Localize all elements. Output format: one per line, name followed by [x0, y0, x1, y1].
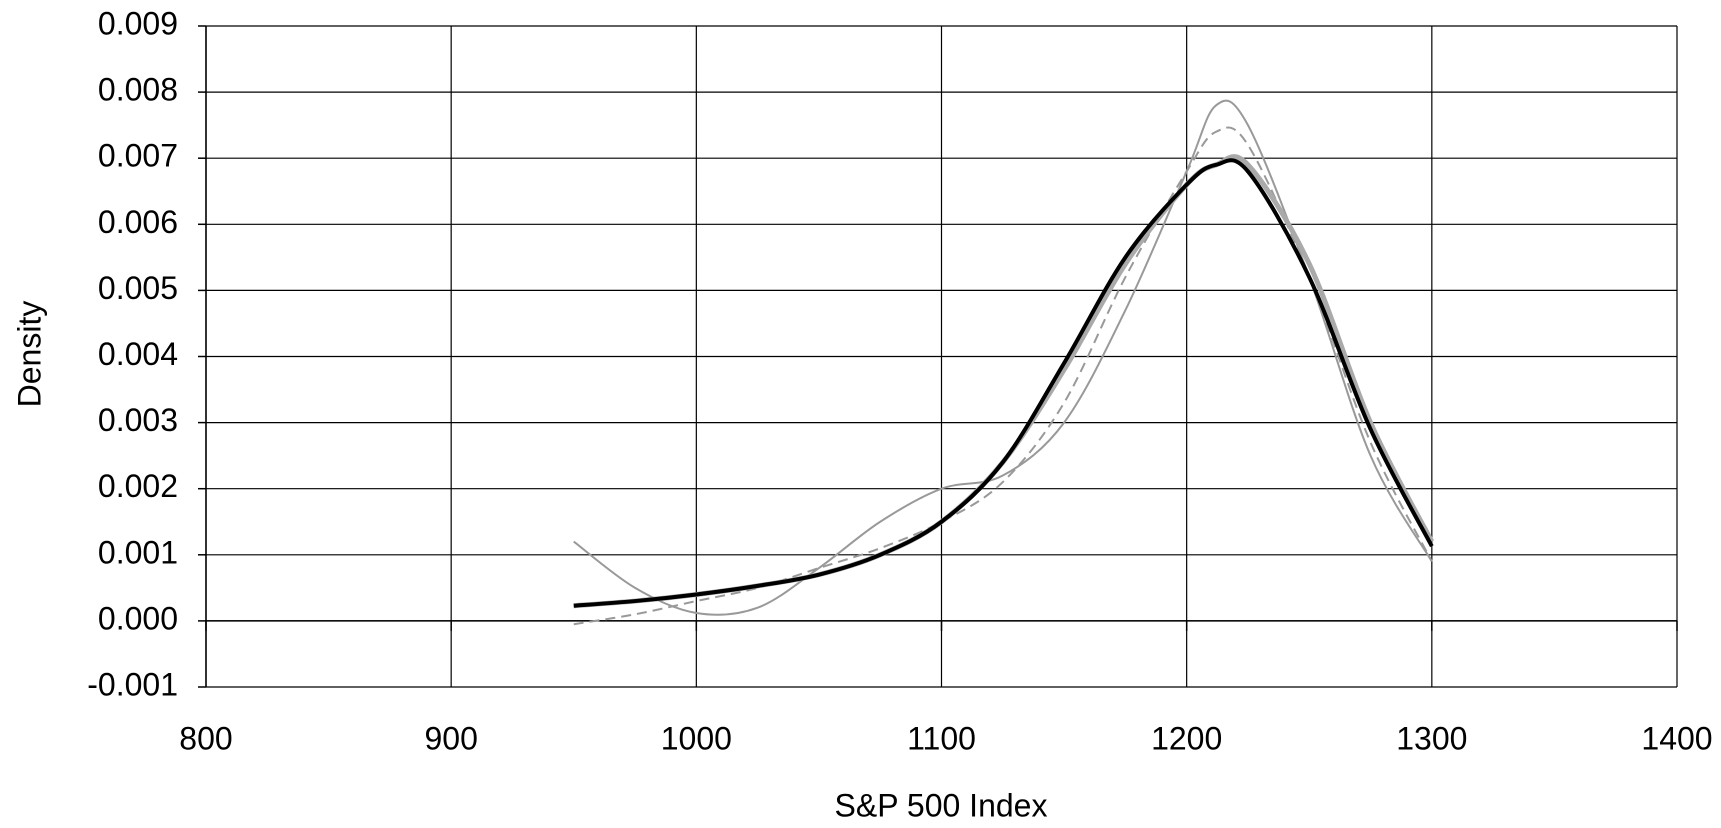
x-tick-label: 1300: [1396, 720, 1467, 756]
series-line: [573, 126, 1433, 626]
x-tick-label: 1100: [907, 720, 976, 756]
y-tick-label: 0.002: [98, 468, 178, 504]
labels: S&P 500 Index Density -0.001 0.000 0.001 0.…: [11, 5, 1712, 823]
series-line: [573, 99, 1433, 616]
x-tick-label: 1200: [1151, 720, 1222, 756]
grid: [198, 25, 1678, 688]
y-tick-label: 0.004: [98, 336, 178, 372]
x-tick-label: 1000: [661, 720, 732, 756]
series-line: [573, 158, 1434, 608]
lines: [573, 99, 1435, 626]
y-tick-label: 0.007: [98, 138, 178, 174]
y-tick-label: 0.009: [98, 5, 178, 41]
x-tick-label: 800: [179, 720, 232, 756]
x-tick-label: 1400: [1641, 720, 1712, 756]
x-axis-title: S&P 500 Index: [835, 787, 1048, 823]
y-tick-label: 0.006: [98, 204, 178, 240]
x-tick-label: 900: [424, 720, 477, 756]
y-tick-label: 0.005: [98, 270, 178, 306]
y-tick-label: 0.001: [98, 534, 178, 570]
y-tick-label: -0.001: [87, 666, 178, 702]
y-tick-label: 0.003: [98, 402, 178, 438]
y-tick-label: 0.000: [98, 600, 178, 636]
y-axis-title: Density: [11, 301, 47, 408]
y-tick-label: 0.008: [98, 72, 178, 108]
